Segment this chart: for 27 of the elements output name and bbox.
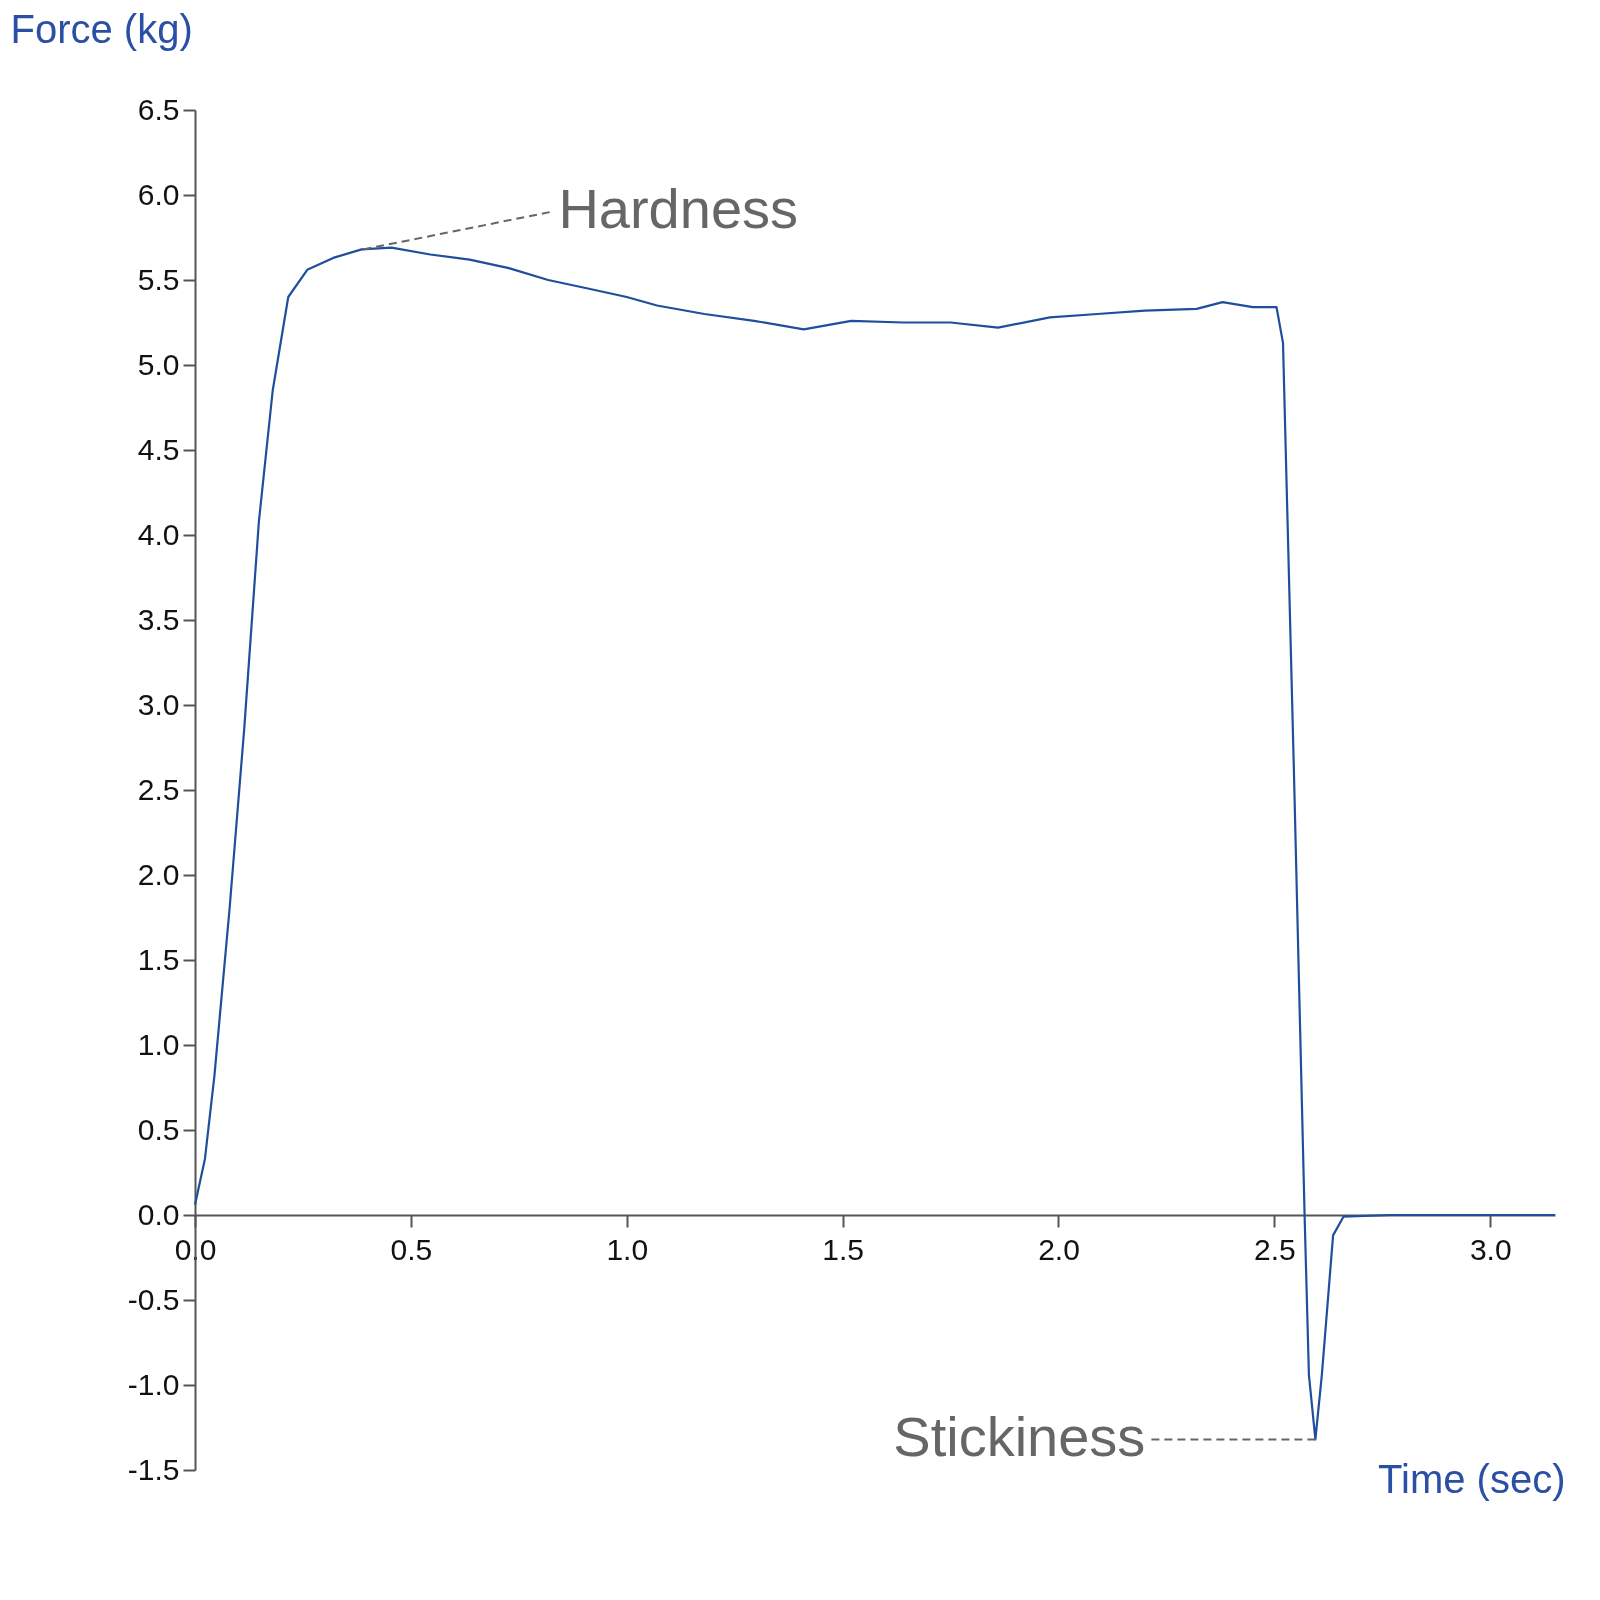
x-axis-title: Time (sec) xyxy=(1378,1456,1566,1501)
x-tick-label: 1.5 xyxy=(822,1232,864,1266)
y-tick-label: 6.5 xyxy=(137,92,180,126)
x-tick-label: 0.5 xyxy=(390,1232,433,1266)
y-tick-label: 2.0 xyxy=(137,857,180,891)
y-tick-label: 1.5 xyxy=(137,942,180,976)
annotation: Hardness xyxy=(558,177,799,241)
y-tick-label: 1.0 xyxy=(137,1027,180,1061)
annotation: Stickiness xyxy=(893,1405,1146,1469)
y-tick-label: -1.0 xyxy=(127,1367,180,1401)
y-tick-label: 4.0 xyxy=(137,517,180,551)
y-tick-label: -1.5 xyxy=(127,1452,180,1486)
y-tick-label: 5.0 xyxy=(137,347,180,381)
y-axis-title: Force (kg) xyxy=(10,6,193,51)
y-tick-label: -0.5 xyxy=(127,1282,180,1316)
y-tick-label: 2.5 xyxy=(137,772,180,806)
x-tick-label: 2.0 xyxy=(1038,1232,1080,1266)
y-tick-label: 3.5 xyxy=(137,602,180,636)
y-tick-label: 3.0 xyxy=(137,687,180,721)
y-tick-label: 4.5 xyxy=(137,432,180,466)
y-tick-label: 6.0 xyxy=(137,177,180,211)
y-tick-label: 0.5 xyxy=(137,1112,180,1146)
x-tick-label: 3.0 xyxy=(1469,1232,1512,1266)
x-tick-label: 2.5 xyxy=(1254,1232,1296,1266)
y-tick-label: 0.0 xyxy=(137,1197,180,1231)
y-tick-label: 5.5 xyxy=(137,262,180,296)
x-tick-label: 1.0 xyxy=(606,1232,649,1266)
